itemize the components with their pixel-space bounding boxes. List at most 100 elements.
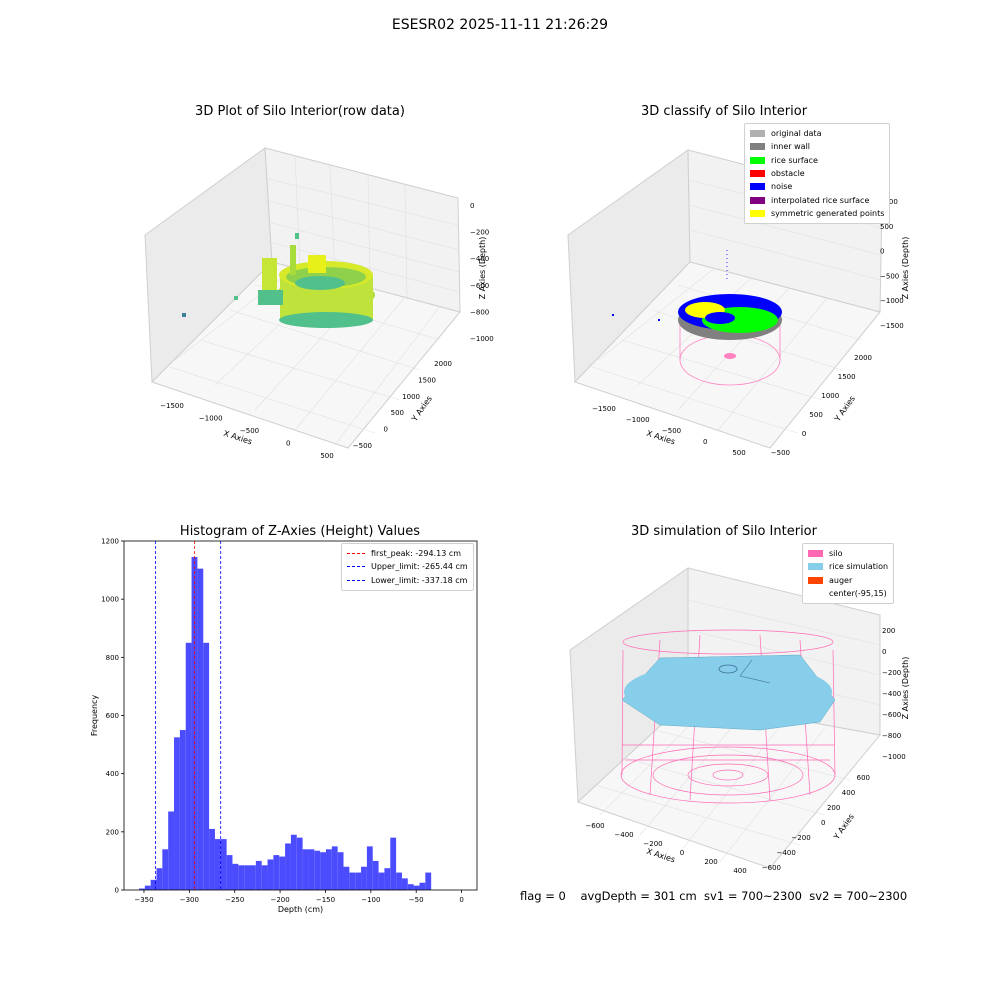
histogram-legend: first_peak: -294.13 cm Upper_limit: -265… [341, 543, 474, 591]
legend-swatch [750, 130, 765, 138]
histogram-bar [320, 852, 326, 890]
histogram-bar [156, 868, 163, 890]
histogram-bar [214, 839, 221, 890]
histogram-bar [401, 878, 408, 890]
histogram-bar [308, 849, 315, 890]
y-tick-label: 0 [115, 887, 119, 895]
z-axis-label: Z Axies (Depth) [478, 237, 487, 300]
legend-item: Lower_limit: -337.18 cm [347, 574, 468, 587]
histogram-bar [413, 885, 420, 890]
legend-item: silo [808, 547, 888, 560]
x-tick-label: −300 [180, 896, 199, 904]
panel4-silo-simulation [620, 629, 836, 804]
legend-item: rice surface [750, 154, 884, 167]
legend-item: obstacle [750, 167, 884, 180]
histogram-bar [302, 849, 309, 890]
panel4-legend: silo rice simulation auger center(-95,15… [802, 543, 895, 605]
y-tick-label: −400 [777, 849, 796, 857]
histogram-bar [232, 863, 239, 890]
histogram-bar [355, 872, 362, 890]
legend-swatch [808, 590, 823, 597]
z-tick-label: 0 [470, 202, 474, 210]
z-tick-label: −600 [470, 282, 489, 290]
histogram-bar [273, 855, 280, 890]
z-tick-label: −1500 [880, 322, 904, 330]
y-tick-label: 600 [857, 774, 870, 782]
histogram-bar [162, 849, 169, 890]
legend-label: original data [771, 129, 822, 139]
legend-label: silo [829, 549, 843, 559]
y-tick-label: 0 [802, 430, 806, 438]
histogram-bar [314, 850, 321, 890]
histogram-bar [261, 865, 268, 890]
z-tick-label: −1000 [882, 753, 906, 761]
legend-line [347, 553, 365, 555]
z-axis-label: Z Axies (Depth) [901, 237, 910, 300]
z-tick-label: −1000 [880, 297, 904, 305]
histogram-bar [168, 811, 175, 890]
y-tick-label: 500 [391, 409, 404, 417]
z-tick-label: −600 [882, 711, 901, 719]
x-tick-label: −350 [134, 896, 153, 904]
x-tick-label: 0 [459, 896, 463, 904]
legend-label: noise [771, 182, 793, 192]
histogram-bar [290, 834, 297, 890]
histogram-bar [197, 568, 204, 890]
x-tick-label: −200 [270, 896, 289, 904]
y-tick-label: −600 [762, 864, 781, 872]
histogram-bar [337, 852, 344, 890]
histogram-bar [185, 642, 192, 890]
histogram-bar [144, 885, 151, 890]
legend-label: interpolated rice surface [771, 195, 870, 205]
legend-item: center(-95,15) [808, 587, 888, 600]
histogram-bar [396, 872, 402, 890]
x-tick-label: −150 [316, 896, 335, 904]
3d-axis-ticks: −1500−1000−5000500−50005001000150020000−… [160, 198, 910, 875]
legend-line [347, 566, 365, 568]
legend-swatch [808, 563, 823, 571]
y-tick-label: 1000 [402, 393, 420, 401]
panel2-3d-axes [567, 149, 883, 449]
legend-item: symmetric generated points [750, 207, 884, 220]
legend-label: inner wall [771, 142, 811, 152]
y-tick-label: −500 [771, 449, 790, 457]
y-tick-label: 1000 [821, 392, 839, 400]
z-tick-label: −800 [882, 732, 901, 740]
y-tick-label: −500 [353, 442, 372, 450]
histogram-bar [349, 872, 356, 890]
histogram-bar [325, 849, 332, 890]
figure-title: ESESR02 2025-11-11 21:26:29 [391, 17, 609, 33]
z-tick-label: 200 [882, 627, 895, 635]
y-tick-label: 200 [827, 804, 840, 812]
histogram-bar [296, 837, 303, 890]
legend-label: rice simulation [829, 562, 889, 572]
legend-label: Upper_limit: -265.44 cm [371, 562, 468, 572]
histogram-bar [255, 860, 262, 890]
histogram-bar [366, 846, 373, 890]
y-tick-label: 600 [106, 712, 119, 720]
legend-label: Lower_limit: -337.18 cm [371, 575, 468, 585]
y-tick-label: 400 [842, 789, 855, 797]
legend-label: auger [829, 575, 853, 585]
histogram-plot: −350 −300 −250 −200 −150 −100 −50 0 0 200 400 600 80… [90, 538, 478, 914]
histogram-bar [138, 888, 145, 890]
legend-item: inner wall [750, 140, 884, 153]
histogram-bar [390, 837, 397, 890]
histogram-bar [343, 866, 350, 890]
legend-label: first_peak: -294.13 cm [371, 549, 462, 559]
legend-item: original data [750, 127, 884, 140]
legend-item: Upper_limit: -265.44 cm [347, 560, 468, 573]
legend-item: interpolated rice surface [750, 193, 884, 206]
y-tick-label: 0 [821, 819, 825, 827]
z-tick-label: 0 [880, 248, 884, 256]
z-tick-label: −500 [880, 272, 899, 280]
panel4-title: 3D simulation of Silo Interior [631, 524, 817, 539]
legend-line [347, 579, 365, 581]
legend-swatch [750, 209, 765, 217]
x-axis-label: X Axies [645, 847, 676, 865]
y-tick-label: 400 [106, 770, 119, 778]
z-tick-label: −400 [470, 255, 489, 263]
z-tick-label: 0 [882, 648, 886, 656]
panel1-3d-axes [144, 147, 461, 449]
histogram-bar [179, 730, 186, 890]
